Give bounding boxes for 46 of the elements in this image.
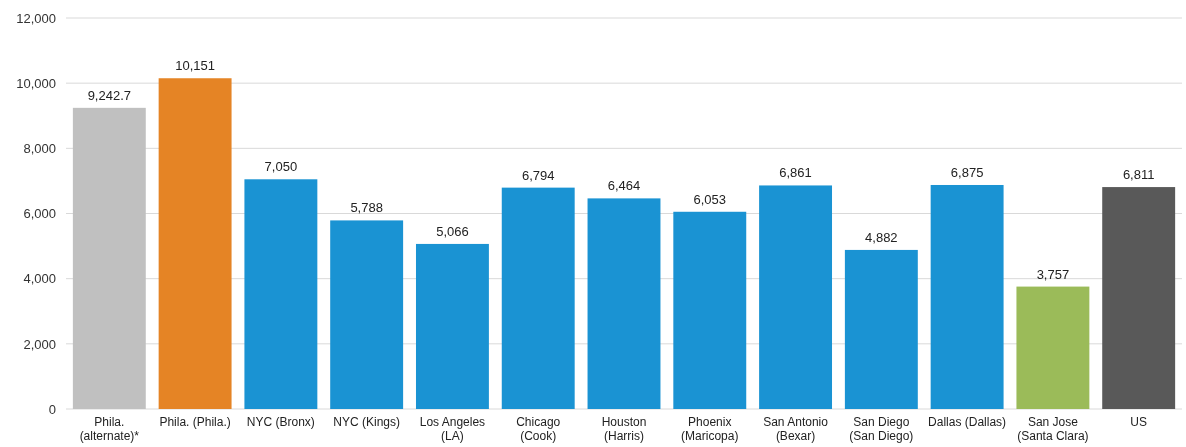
y-tick-label: 2,000 (23, 336, 56, 352)
data-label: 6,811 (1122, 167, 1155, 183)
data-label: 7,050 (264, 159, 298, 175)
bar (158, 78, 232, 409)
x-tick-label: Phoenix (Maricopa) (681, 415, 739, 443)
bar (673, 211, 747, 409)
bar (330, 220, 404, 409)
data-label: 6,053 (693, 191, 727, 207)
bar (72, 107, 146, 409)
data-label: 6,464 (607, 178, 641, 194)
bar (587, 198, 661, 409)
bar (501, 187, 575, 409)
x-tick-label: Houston (Harris) (601, 415, 647, 443)
data-label: 5,066 (436, 223, 469, 239)
x-tick-label: NYC (Kings) (333, 415, 400, 429)
bar (759, 185, 833, 409)
data-label: 6,861 (779, 165, 812, 181)
x-tick-label: US (1130, 415, 1148, 429)
data-label: 5,788 (350, 200, 383, 216)
data-label: 4,882 (865, 229, 898, 245)
y-tick-label: 10,000 (16, 75, 56, 91)
bar (415, 243, 489, 409)
bar (244, 179, 318, 409)
x-tick-label: San Antonio (Bexar) (763, 415, 829, 443)
x-tick-label: NYC (Bronx) (246, 415, 315, 429)
x-tick-label: Chicago (Cook) (516, 415, 561, 443)
data-label: 3,757 (1036, 266, 1070, 282)
y-tick-label: 4,000 (23, 271, 56, 287)
y-tick-label: 8,000 (23, 140, 56, 156)
x-tick-label: Phila. (alternate)* (79, 415, 140, 443)
y-tick-label: 0 (48, 401, 56, 417)
x-tick-label: Dallas (Dallas) (928, 415, 1007, 429)
data-label: 9,242.7 (87, 87, 132, 103)
x-tick-label: San Jose (Santa Clara) (1017, 415, 1089, 443)
bar (930, 184, 1004, 409)
data-label: 10,151 (175, 58, 215, 74)
x-tick-label: Phila. (Phila.) (159, 415, 231, 429)
bar (844, 249, 918, 409)
bar (1016, 286, 1090, 409)
data-label: 6,875 (950, 164, 984, 180)
x-tick-label: San Diego (San Diego) (849, 415, 914, 443)
bar (1102, 187, 1176, 409)
data-label: 6,794 (521, 167, 555, 183)
y-tick-label: 6,000 (23, 206, 56, 222)
x-tick-label: Los Angeles (LA) (419, 415, 486, 443)
y-tick-label: 12,000 (16, 10, 56, 26)
